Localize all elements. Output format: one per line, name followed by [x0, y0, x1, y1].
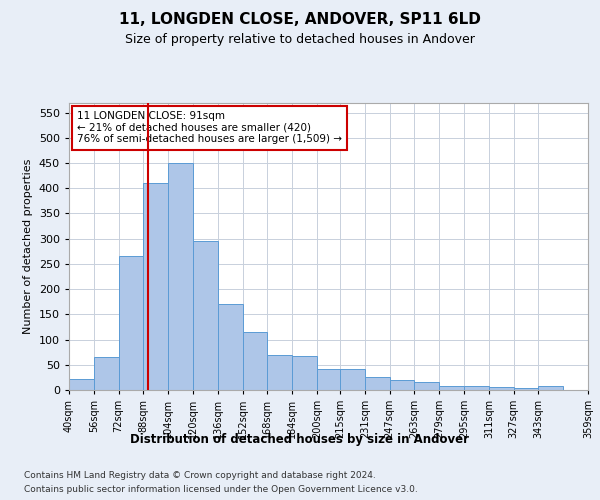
Bar — [119, 256, 143, 390]
Bar — [268, 354, 292, 390]
Bar — [218, 304, 242, 390]
Bar — [94, 357, 119, 390]
Text: 11, LONGDEN CLOSE, ANDOVER, SP11 6LD: 11, LONGDEN CLOSE, ANDOVER, SP11 6LD — [119, 12, 481, 28]
Bar — [415, 382, 439, 390]
Bar — [365, 378, 389, 390]
Text: Size of property relative to detached houses in Andover: Size of property relative to detached ho… — [125, 32, 475, 46]
Bar — [389, 380, 415, 390]
Bar — [193, 241, 218, 390]
Bar — [439, 386, 464, 390]
Y-axis label: Number of detached properties: Number of detached properties — [23, 158, 33, 334]
Text: Contains HM Land Registry data © Crown copyright and database right 2024.: Contains HM Land Registry data © Crown c… — [24, 471, 376, 480]
Bar — [489, 388, 514, 390]
Bar — [143, 183, 168, 390]
Bar — [292, 356, 317, 390]
Bar — [538, 386, 563, 390]
Text: Contains public sector information licensed under the Open Government Licence v3: Contains public sector information licen… — [24, 485, 418, 494]
Text: 11 LONGDEN CLOSE: 91sqm
← 21% of detached houses are smaller (420)
76% of semi-d: 11 LONGDEN CLOSE: 91sqm ← 21% of detache… — [77, 111, 342, 144]
Bar — [340, 369, 365, 390]
Bar — [317, 369, 341, 390]
Bar — [168, 163, 193, 390]
Bar — [242, 332, 268, 390]
Bar — [514, 388, 538, 390]
Bar — [464, 386, 489, 390]
Bar — [69, 379, 94, 390]
Text: Distribution of detached houses by size in Andover: Distribution of detached houses by size … — [131, 432, 470, 446]
